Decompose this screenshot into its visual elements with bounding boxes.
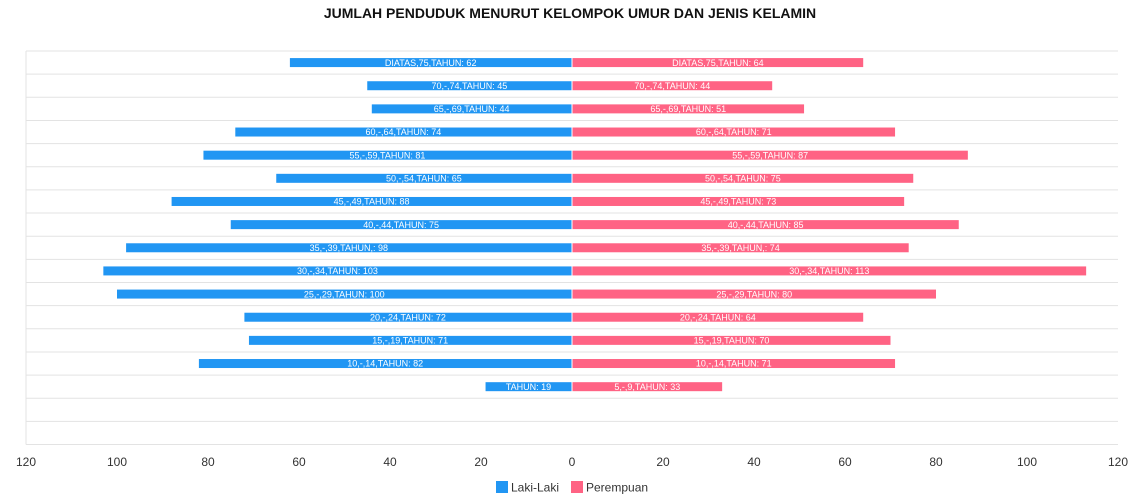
bar-laki-laki[interactable] <box>203 150 572 160</box>
bar-label-laki-laki: 15,-,19,TAHUN: 71 <box>372 336 448 346</box>
bar-label-perempuan: 30,-,34,TAHUN: 113 <box>789 266 869 276</box>
bar-perempuan[interactable] <box>572 312 864 322</box>
bar-label-laki-laki: 40,-,44,TAHUN: 75 <box>363 220 439 230</box>
bar-perempuan[interactable] <box>572 359 896 369</box>
legend-item-laki-laki[interactable]: Laki-Laki <box>496 481 559 495</box>
bar-label-perempuan: DIATAS,75,TAHUN: 64 <box>672 58 764 68</box>
bar-label-perempuan: 10,-,14,TAHUN: 71 <box>696 359 772 369</box>
bar-label-perempuan: 35,-,39,TAHUN,: 74 <box>701 243 779 253</box>
x-tick-label: 80 <box>929 455 943 469</box>
legend-label: Laki-Laki <box>511 481 559 495</box>
bar-label-laki-laki: 70,-,74,TAHUN: 45 <box>431 81 507 91</box>
bar-laki-laki[interactable] <box>230 220 572 230</box>
x-tick-label: 40 <box>383 455 397 469</box>
legend-swatch <box>496 481 508 493</box>
x-tick-label: 20 <box>656 455 670 469</box>
bar-label-layer: DIATAS,75,TAHUN: 62 70,-,74,TAHUN: 45 65,-… <box>297 58 869 392</box>
x-tick-label: 60 <box>838 455 852 469</box>
bar-perempuan[interactable] <box>572 243 909 253</box>
bar-laki-laki[interactable] <box>198 359 572 369</box>
bar-perempuan[interactable] <box>572 81 773 91</box>
bar-label-laki-laki: 25,-,29,TAHUN: 100 <box>304 289 385 299</box>
bar-perempuan[interactable] <box>572 382 723 392</box>
bar-laki-laki[interactable] <box>289 58 572 68</box>
x-tick-label: 80 <box>201 455 215 469</box>
bar-label-laki-laki: 60,-,64,TAHUN: 74 <box>365 127 441 137</box>
x-tick-label: 100 <box>107 455 127 469</box>
bar-label-laki-laki: 45,-,49,TAHUN: 88 <box>334 197 410 207</box>
legend-item-perempuan[interactable]: Perempuan <box>571 481 648 495</box>
bar-label-perempuan: 5,-,9,TAHUN: 33 <box>614 382 680 392</box>
x-tick-label: 40 <box>747 455 761 469</box>
bar-perempuan[interactable] <box>572 104 805 114</box>
bar-label-perempuan: 55,-,59,TAHUN: 87 <box>732 150 808 160</box>
bar-label-perempuan: 70,-,74,TAHUN: 44 <box>634 81 710 91</box>
x-tick-label: 60 <box>292 455 306 469</box>
legend-swatch <box>571 481 583 493</box>
x-axis-ticks: 120 100 80 60 40 20 0 20 40 60 80 100 120 <box>16 455 1128 469</box>
bar-perempuan[interactable] <box>572 196 905 206</box>
bar-laki-laki[interactable] <box>126 243 572 253</box>
bar-laki-laki[interactable] <box>235 127 572 137</box>
bar-perempuan[interactable] <box>572 127 896 137</box>
bar-laki-laki[interactable] <box>117 289 572 299</box>
bar-label-laki-laki: 10,-,14,TAHUN: 82 <box>347 359 423 369</box>
bar-perempuan[interactable] <box>572 335 891 345</box>
bar-label-laki-laki: 35,-,39,TAHUN,: 98 <box>310 243 388 253</box>
bar-perempuan[interactable] <box>572 266 1087 276</box>
bar-laki-laki[interactable] <box>276 173 572 183</box>
bar-label-laki-laki: 50,-,54,TAHUN: 65 <box>386 174 462 184</box>
bar-label-laki-laki: 55,-,59,TAHUN: 81 <box>350 150 426 160</box>
bar-laki-laki[interactable] <box>171 196 572 206</box>
bar-laki-laki[interactable] <box>367 81 572 91</box>
bar-label-perempuan: 60,-,64,TAHUN: 71 <box>696 127 772 137</box>
x-tick-label: 100 <box>1017 455 1037 469</box>
x-tick-label: 20 <box>474 455 488 469</box>
bar-label-perempuan: 20,-,24,TAHUN: 64 <box>680 312 756 322</box>
bar-laki-laki[interactable] <box>244 312 572 322</box>
bar-label-perempuan: 50,-,54,TAHUN: 75 <box>705 174 781 184</box>
bar-perempuan[interactable] <box>572 150 968 160</box>
x-tick-label: 120 <box>16 455 36 469</box>
bar-label-perempuan: 45,-,49,TAHUN: 73 <box>700 197 776 207</box>
bar-label-laki-laki: TAHUN: 19 <box>506 382 551 392</box>
grid-layer <box>25 50 1118 446</box>
legend-label: Perempuan <box>586 481 648 495</box>
bar-perempuan[interactable] <box>572 289 937 299</box>
bar-laki-laki[interactable] <box>485 382 572 392</box>
bar-layer <box>103 58 1087 392</box>
bar-label-perempuan: 25,-,29,TAHUN: 80 <box>716 289 792 299</box>
bar-perempuan[interactable] <box>572 58 864 68</box>
bar-label-laki-laki: DIATAS,75,TAHUN: 62 <box>385 58 477 68</box>
bar-label-laki-laki: 20,-,24,TAHUN: 72 <box>370 312 446 322</box>
bar-laki-laki[interactable] <box>371 104 572 114</box>
bar-label-perempuan: 15,-,19,TAHUN: 70 <box>694 336 770 346</box>
bar-perempuan[interactable] <box>572 173 914 183</box>
chart-title: JUMLAH PENDUDUK MENURUT KELOMPOK UMUR DA… <box>324 5 816 21</box>
bar-perempuan[interactable] <box>572 220 959 230</box>
bar-label-laki-laki: 30,-,34,TAHUN: 103 <box>297 266 378 276</box>
legend[interactable]: Laki-Laki Perempuan <box>496 481 648 495</box>
x-tick-label: 0 <box>569 455 576 469</box>
bar-label-perempuan: 40,-,44,TAHUN: 85 <box>728 220 804 230</box>
bar-label-perempuan: 65,-,69,TAHUN: 51 <box>650 104 726 114</box>
x-tick-label: 120 <box>1108 455 1128 469</box>
bar-label-laki-laki: 65,-,69,TAHUN: 44 <box>434 104 510 114</box>
bar-laki-laki[interactable] <box>248 335 572 345</box>
bar-laki-laki[interactable] <box>103 266 572 276</box>
